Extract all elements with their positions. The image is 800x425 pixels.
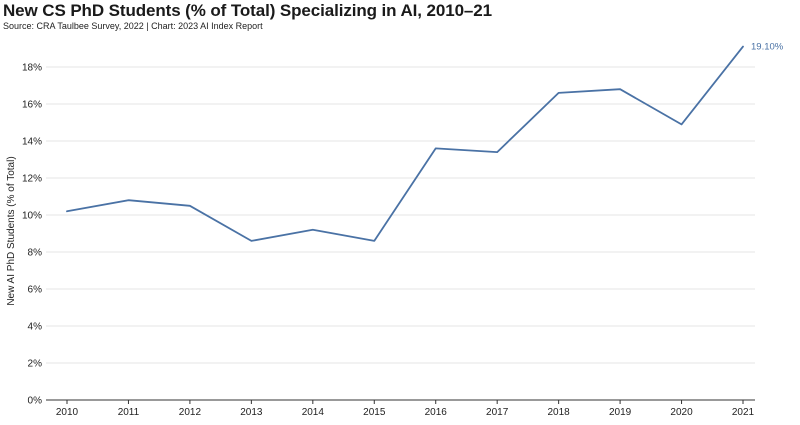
x-tick-label: 2018 [548, 407, 571, 418]
y-tick-label: 8% [28, 248, 43, 259]
x-tick-label: 2021 [732, 407, 755, 418]
x-tick-label: 2016 [425, 407, 448, 418]
y-tick-label: 14% [22, 137, 42, 148]
axes [46, 399, 755, 404]
y-tick-label: 18% [22, 63, 42, 74]
y-tick-label: 2% [28, 359, 43, 370]
y-tick-label: 0% [28, 396, 43, 407]
y-tick-label: 10% [22, 211, 42, 222]
x-tick-label: 2012 [179, 407, 202, 418]
x-tick-label: 2014 [302, 407, 325, 418]
gridlines [46, 66, 755, 364]
y-tick-label: 12% [22, 174, 42, 185]
y-axis-label: New AI PhD Students (% of Total) [6, 156, 17, 305]
x-tick-label: 2015 [363, 407, 386, 418]
series-line [66, 45, 744, 242]
x-tick-label: 2010 [56, 407, 79, 418]
x-tick-labels: 2010 2011 2012 2013 2014 2015 2016 2017 2018 2019… [56, 407, 755, 418]
annotations: 19.10% [751, 42, 784, 53]
chart-title: New CS PhD Students (% of Total) Special… [3, 1, 492, 20]
x-tick-label: 2017 [486, 407, 509, 418]
y-tick-label: 6% [28, 285, 43, 296]
y-tick-label: 4% [28, 322, 43, 333]
y-tick-label: 16% [22, 100, 42, 111]
x-tick-label: 2019 [609, 407, 632, 418]
x-tick-label: 2011 [118, 407, 140, 418]
y-tick-labels: 0% 2% 4% 6% 8% 10% 12% 14% 16% 18% [22, 63, 42, 407]
x-tick-label: 2020 [670, 407, 693, 418]
x-tick-label: 2013 [240, 407, 263, 418]
chart-source: Source: CRA Taulbee Survey, 2022 | Chart… [3, 21, 263, 31]
data-label: 19.10% [751, 42, 784, 53]
series [66, 45, 744, 242]
